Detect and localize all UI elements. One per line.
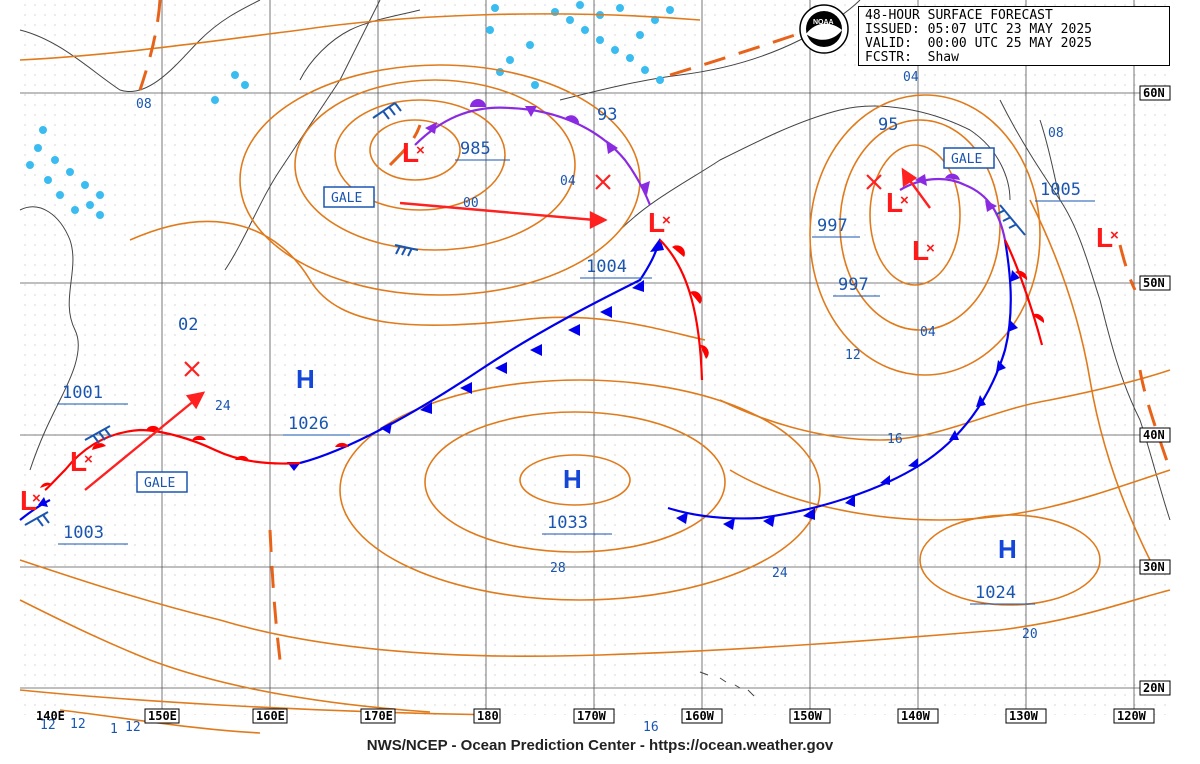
footer-credit: NWS/NCEP - Ocean Prediction Center - htt… bbox=[366, 737, 834, 754]
isobar-label: 24 bbox=[772, 566, 788, 581]
low-symbol: L bbox=[648, 207, 665, 238]
svg-text:30N: 30N bbox=[1143, 560, 1165, 574]
pressure-label-underlines bbox=[57, 159, 1095, 605]
svg-text:50N: 50N bbox=[1143, 276, 1165, 290]
coastlines bbox=[19, 0, 1171, 697]
ice-edge bbox=[26, 1, 674, 219]
low-symbol: L bbox=[912, 235, 929, 266]
high-symbols: H H H bbox=[296, 364, 1017, 564]
dotted-grid bbox=[20, 0, 1170, 715]
low-symbols: L× L× L× L× L× L× L× bbox=[20, 137, 1119, 516]
pressure-value: 1001 bbox=[62, 383, 103, 403]
pressure-value: 1024 bbox=[975, 583, 1016, 603]
isobar-label: 1 bbox=[110, 722, 118, 737]
pressure-value: 1003 bbox=[63, 523, 104, 543]
isobar-labels: 08 00 04 93 04 95 08 02 24 12 04 16 28 2… bbox=[40, 70, 1064, 737]
svg-text:140W: 140W bbox=[901, 709, 931, 723]
isobar-label: 12 bbox=[845, 348, 861, 363]
isobar-label: 12 bbox=[70, 717, 86, 732]
svg-text:×: × bbox=[32, 490, 41, 507]
isobar-label: 04 bbox=[920, 325, 936, 340]
low-symbol: L bbox=[886, 187, 903, 218]
svg-text:×: × bbox=[416, 142, 425, 159]
pressure-value: 1026 bbox=[288, 414, 329, 434]
low-symbol: L bbox=[402, 137, 419, 168]
isobar-label: 12 bbox=[125, 720, 141, 735]
gale-label: GALE bbox=[144, 476, 175, 491]
gale-label: GALE bbox=[951, 152, 982, 167]
high-symbol: H bbox=[296, 364, 315, 394]
valid-time: 00:00 UTC 25 MAY 2025 bbox=[927, 36, 1092, 51]
svg-text:150W: 150W bbox=[793, 709, 823, 723]
graticule bbox=[20, 0, 1170, 715]
svg-text:×: × bbox=[1110, 227, 1119, 244]
svg-text:140E: 140E bbox=[36, 709, 65, 723]
svg-text:170E: 170E bbox=[364, 709, 393, 723]
isobar-label: 08 bbox=[136, 97, 152, 112]
svg-text:20N: 20N bbox=[1143, 681, 1165, 695]
pressure-value: 985 bbox=[460, 139, 491, 159]
low-symbol: L bbox=[1096, 222, 1113, 253]
svg-text:×: × bbox=[900, 192, 909, 209]
wind-barbs bbox=[24, 102, 1026, 527]
pressure-value: 1004 bbox=[586, 257, 627, 277]
noaa-logo: NOAA bbox=[799, 4, 849, 54]
svg-text:40N: 40N bbox=[1143, 428, 1165, 442]
isobar-label: 28 bbox=[550, 561, 566, 576]
isobar-label: 04 bbox=[560, 174, 576, 189]
isobar-label: 16 bbox=[643, 720, 659, 735]
isobar-label: 24 bbox=[215, 399, 231, 414]
issued-line: ISSUED: 05:07 UTC 23 MAY 2025 bbox=[865, 22, 1092, 37]
svg-text:×: × bbox=[84, 451, 93, 468]
svg-text:160E: 160E bbox=[256, 709, 285, 723]
gale-warnings: GALE GALE GALE bbox=[136, 147, 995, 493]
position-markers bbox=[184, 174, 882, 377]
isobar-label: 95 bbox=[878, 115, 898, 135]
svg-text:180: 180 bbox=[477, 709, 499, 723]
valid-line: VALID: 00:00 UTC 25 MAY 2025 bbox=[865, 36, 1092, 51]
isobar-label: 93 bbox=[597, 105, 617, 125]
latitude-labels: 60N 50N 40N 30N 20N bbox=[1139, 85, 1171, 696]
pressure-value: 997 bbox=[838, 275, 869, 295]
svg-text:×: × bbox=[662, 212, 671, 229]
forecast-info-box: 48-HOUR SURFACE FORECAST ISSUED: 05:07 U… bbox=[858, 6, 1170, 66]
isobars bbox=[19, 13, 1171, 734]
warm-front-symbols bbox=[40, 245, 1045, 488]
svg-text:160W: 160W bbox=[685, 709, 715, 723]
isobar-label: 04 bbox=[903, 70, 919, 85]
pressure-value: 1033 bbox=[547, 513, 588, 533]
svg-text:170W: 170W bbox=[577, 709, 607, 723]
svg-text:120W: 120W bbox=[1117, 709, 1147, 723]
isobar-label: 02 bbox=[178, 315, 198, 335]
pressure-value: 997 bbox=[817, 216, 848, 236]
isobar-label: 12 bbox=[40, 718, 56, 733]
cold-front bbox=[19, 239, 1012, 521]
track-arrows bbox=[84, 167, 931, 491]
forecaster-line: FCSTR: Shaw bbox=[865, 50, 959, 65]
low-symbol: L bbox=[20, 485, 37, 516]
occluded-front-symbols bbox=[425, 99, 997, 212]
svg-text:150E: 150E bbox=[148, 709, 177, 723]
gale-label: GALE bbox=[331, 191, 362, 206]
isobar-label: 00 bbox=[463, 196, 479, 211]
forecaster-name: Shaw bbox=[927, 50, 959, 65]
pressure-labels: 985 1004 997 997 1005 1001 1003 1026 103… bbox=[62, 139, 1081, 603]
cold-front-symbols bbox=[38, 238, 1020, 530]
pressure-value: 1005 bbox=[1040, 180, 1081, 200]
svg-text:60N: 60N bbox=[1143, 86, 1165, 100]
svg-text:×: × bbox=[926, 240, 935, 257]
high-symbol: H bbox=[563, 464, 582, 494]
low-symbol: L bbox=[70, 446, 87, 477]
product-title: 48-HOUR SURFACE FORECAST bbox=[865, 8, 1053, 23]
high-symbol: H bbox=[998, 534, 1017, 564]
svg-text:130W: 130W bbox=[1009, 709, 1039, 723]
longitude-labels: 140E 150E 160E 170E 180 170W 160W 150W 1… bbox=[36, 708, 1155, 724]
svg-text:NOAA: NOAA bbox=[813, 19, 834, 26]
isobar-label: 08 bbox=[1048, 126, 1064, 141]
isobar-label: 20 bbox=[1022, 627, 1038, 642]
issued-time: 05:07 UTC 23 MAY 2025 bbox=[927, 22, 1092, 37]
isobar-label: 16 bbox=[887, 432, 903, 447]
